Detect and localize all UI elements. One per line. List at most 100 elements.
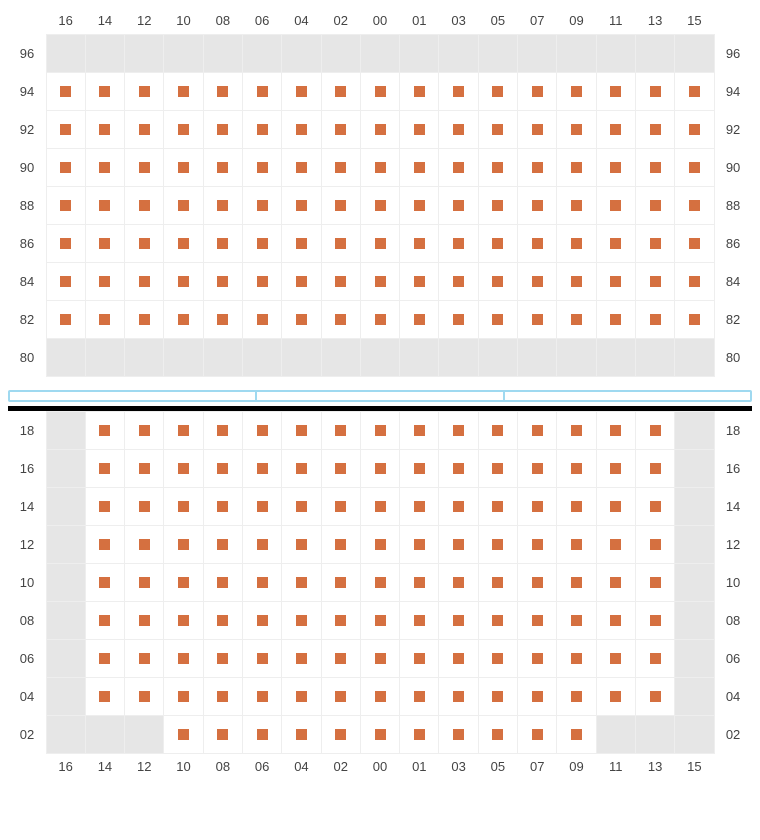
- seat-cell[interactable]: [85, 525, 125, 564]
- seat-cell[interactable]: [556, 72, 596, 111]
- seat-cell[interactable]: [163, 186, 203, 225]
- seat-cell[interactable]: [556, 262, 596, 301]
- seat-cell[interactable]: [438, 72, 478, 111]
- seat-cell[interactable]: [360, 262, 400, 301]
- seat-cell[interactable]: [556, 677, 596, 716]
- seat-cell[interactable]: [674, 148, 714, 187]
- seat-cell[interactable]: [321, 186, 361, 225]
- seat-cell[interactable]: [321, 262, 361, 301]
- seat-cell[interactable]: [478, 677, 518, 716]
- seat-cell[interactable]: [163, 300, 203, 339]
- seat-cell[interactable]: [281, 715, 321, 754]
- seat-cell[interactable]: [360, 449, 400, 488]
- seat-cell[interactable]: [163, 563, 203, 602]
- seat-cell[interactable]: [360, 110, 400, 149]
- seat-cell[interactable]: [163, 449, 203, 488]
- seat-cell[interactable]: [399, 449, 439, 488]
- seat-cell[interactable]: [360, 525, 400, 564]
- seat-cell[interactable]: [438, 487, 478, 526]
- seat-cell[interactable]: [596, 525, 636, 564]
- seat-cell[interactable]: [399, 525, 439, 564]
- seat-cell[interactable]: [163, 72, 203, 111]
- seat-cell[interactable]: [281, 224, 321, 263]
- seat-cell[interactable]: [203, 715, 243, 754]
- seat-cell[interactable]: [203, 487, 243, 526]
- seat-cell[interactable]: [635, 639, 675, 678]
- seat-cell[interactable]: [242, 601, 282, 640]
- seat-cell[interactable]: [399, 487, 439, 526]
- seat-cell[interactable]: [203, 677, 243, 716]
- seat-cell[interactable]: [596, 601, 636, 640]
- seat-cell[interactable]: [596, 148, 636, 187]
- seat-cell[interactable]: [203, 411, 243, 450]
- seat-cell[interactable]: [203, 601, 243, 640]
- seat-cell[interactable]: [242, 639, 282, 678]
- seat-cell[interactable]: [46, 72, 86, 111]
- seat-cell[interactable]: [124, 72, 164, 111]
- seat-cell[interactable]: [556, 639, 596, 678]
- seat-cell[interactable]: [478, 563, 518, 602]
- seat-cell[interactable]: [163, 224, 203, 263]
- seat-cell[interactable]: [635, 300, 675, 339]
- seat-cell[interactable]: [163, 639, 203, 678]
- seat-cell[interactable]: [517, 224, 557, 263]
- seat-cell[interactable]: [124, 411, 164, 450]
- seat-cell[interactable]: [203, 563, 243, 602]
- seat-cell[interactable]: [124, 186, 164, 225]
- seat-cell[interactable]: [517, 262, 557, 301]
- seat-cell[interactable]: [517, 715, 557, 754]
- seat-cell[interactable]: [674, 262, 714, 301]
- seat-cell[interactable]: [281, 677, 321, 716]
- seat-cell[interactable]: [85, 262, 125, 301]
- seat-cell[interactable]: [124, 525, 164, 564]
- seat-cell[interactable]: [85, 449, 125, 488]
- seat-cell[interactable]: [281, 563, 321, 602]
- seat-cell[interactable]: [399, 224, 439, 263]
- seat-cell[interactable]: [556, 411, 596, 450]
- seat-cell[interactable]: [478, 148, 518, 187]
- seat-cell[interactable]: [438, 224, 478, 263]
- seat-cell[interactable]: [438, 563, 478, 602]
- seat-cell[interactable]: [478, 449, 518, 488]
- seat-cell[interactable]: [596, 186, 636, 225]
- seat-cell[interactable]: [124, 262, 164, 301]
- seat-cell[interactable]: [242, 563, 282, 602]
- seat-cell[interactable]: [596, 262, 636, 301]
- seat-cell[interactable]: [635, 224, 675, 263]
- seat-cell[interactable]: [478, 525, 518, 564]
- seat-cell[interactable]: [674, 110, 714, 149]
- seat-cell[interactable]: [635, 148, 675, 187]
- seat-cell[interactable]: [517, 677, 557, 716]
- seat-cell[interactable]: [360, 72, 400, 111]
- seat-cell[interactable]: [399, 300, 439, 339]
- seat-cell[interactable]: [478, 110, 518, 149]
- seat-cell[interactable]: [556, 563, 596, 602]
- seat-cell[interactable]: [360, 487, 400, 526]
- seat-cell[interactable]: [556, 186, 596, 225]
- seat-cell[interactable]: [242, 715, 282, 754]
- seat-cell[interactable]: [242, 72, 282, 111]
- seat-cell[interactable]: [281, 110, 321, 149]
- seat-cell[interactable]: [517, 110, 557, 149]
- seat-cell[interactable]: [438, 449, 478, 488]
- seat-cell[interactable]: [517, 487, 557, 526]
- seat-cell[interactable]: [478, 186, 518, 225]
- seat-cell[interactable]: [85, 224, 125, 263]
- seat-cell[interactable]: [203, 72, 243, 111]
- seat-cell[interactable]: [46, 186, 86, 225]
- seat-cell[interactable]: [360, 715, 400, 754]
- seat-cell[interactable]: [438, 525, 478, 564]
- seat-cell[interactable]: [85, 300, 125, 339]
- seat-cell[interactable]: [321, 525, 361, 564]
- seat-cell[interactable]: [635, 525, 675, 564]
- seat-cell[interactable]: [517, 300, 557, 339]
- seat-cell[interactable]: [399, 262, 439, 301]
- seat-cell[interactable]: [321, 715, 361, 754]
- seat-cell[interactable]: [242, 262, 282, 301]
- seat-cell[interactable]: [360, 300, 400, 339]
- seat-cell[interactable]: [124, 563, 164, 602]
- seat-cell[interactable]: [478, 601, 518, 640]
- seat-cell[interactable]: [281, 525, 321, 564]
- seat-cell[interactable]: [163, 715, 203, 754]
- seat-cell[interactable]: [203, 110, 243, 149]
